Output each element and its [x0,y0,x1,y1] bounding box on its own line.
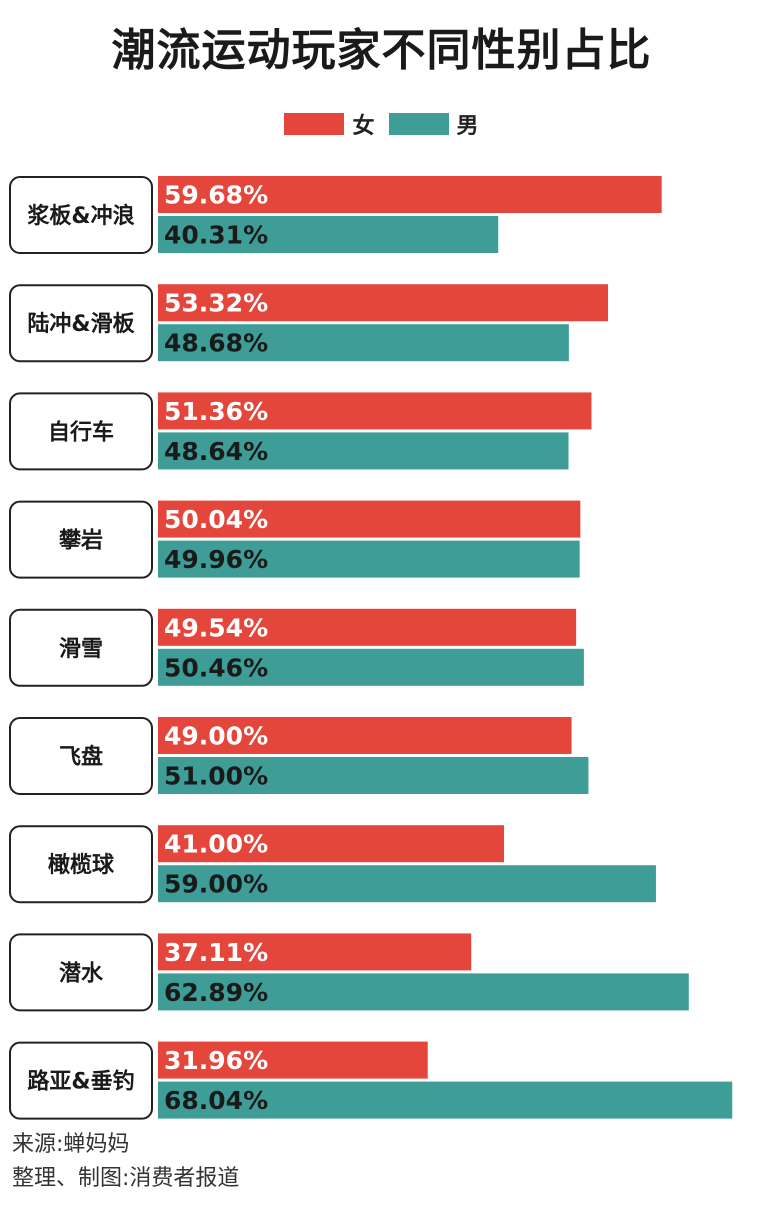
category-box [9,176,153,254]
data-label-male: 51.00% [164,762,268,791]
chart-title: 潮流运动玩家不同性别占比 [111,25,652,76]
data-label-male: 50.46% [164,653,268,682]
category-label: 滑雪 [59,637,103,662]
legend-label-male: 男 [456,114,479,139]
legend-swatch-male [388,113,449,135]
category-box [9,500,153,579]
source-text: 来源:蝉妈妈 [12,1132,130,1157]
bar-female [158,284,609,322]
data-label-female: 31.96% [164,1046,268,1075]
category-box [9,1041,153,1120]
data-label-male: 49.96% [164,545,268,574]
data-label-male: 40.31% [164,221,268,250]
footer: 来源:蝉妈妈 整理、制图:消费者报道 [12,1128,239,1196]
legend-swatch-female [284,113,345,135]
data-label-male: 59.00% [164,870,268,899]
bar-male [158,757,589,794]
bar-male [158,324,569,362]
category-box [9,284,153,363]
bar-female [158,717,572,754]
data-label-female: 49.00% [164,722,268,751]
bar-male [158,540,580,578]
data-label-female: 50.04% [164,505,268,534]
data-label-male: 68.04% [164,1086,268,1115]
bar-male [158,865,656,903]
data-label-male: 48.64% [164,437,268,466]
bar-female [158,176,662,213]
data-label-female: 41.00% [164,830,268,859]
category-box [9,717,153,795]
data-label-male: 62.89% [164,978,268,1007]
bar-male [158,216,499,253]
bar-female [158,500,581,538]
category-label: 路亚&垂钓 [27,1069,134,1095]
category-box [9,392,153,471]
data-label-female: 53.32% [164,289,268,318]
legend-label-female: 女 [352,114,375,139]
data-label-male: 48.68% [164,329,268,358]
bar-female [158,1041,428,1079]
legend-item-female: 女 [284,108,375,140]
data-label-female: 59.68% [164,181,268,210]
chart-legend: 女 男 [0,108,763,140]
credit-text: 整理、制图:消费者报道 [12,1166,240,1191]
category-box [9,933,153,1012]
category-label: 陆冲&滑板 [27,312,135,337]
data-label-female: 37.11% [164,938,268,967]
bar-female [158,933,472,971]
bar-male [158,432,569,470]
bar-male [158,973,689,1011]
category-label: 潜水 [59,961,104,986]
category-label: 自行车 [48,419,114,445]
bar-female [158,392,592,430]
category-box [9,608,153,687]
category-box [9,825,153,904]
bar-female [158,825,505,863]
category-label: 橄榄球 [48,852,115,878]
category-label: 攀岩 [58,529,103,554]
data-label-female: 49.54% [164,613,268,642]
bar-male [158,648,584,686]
bar-male [158,1081,733,1119]
legend-item-male: 男 [388,108,479,140]
category-label: 飞盘 [59,744,103,770]
data-label-female: 51.36% [164,397,268,426]
category-label: 浆板&冲浪 [27,203,134,229]
bar-female [158,608,577,646]
